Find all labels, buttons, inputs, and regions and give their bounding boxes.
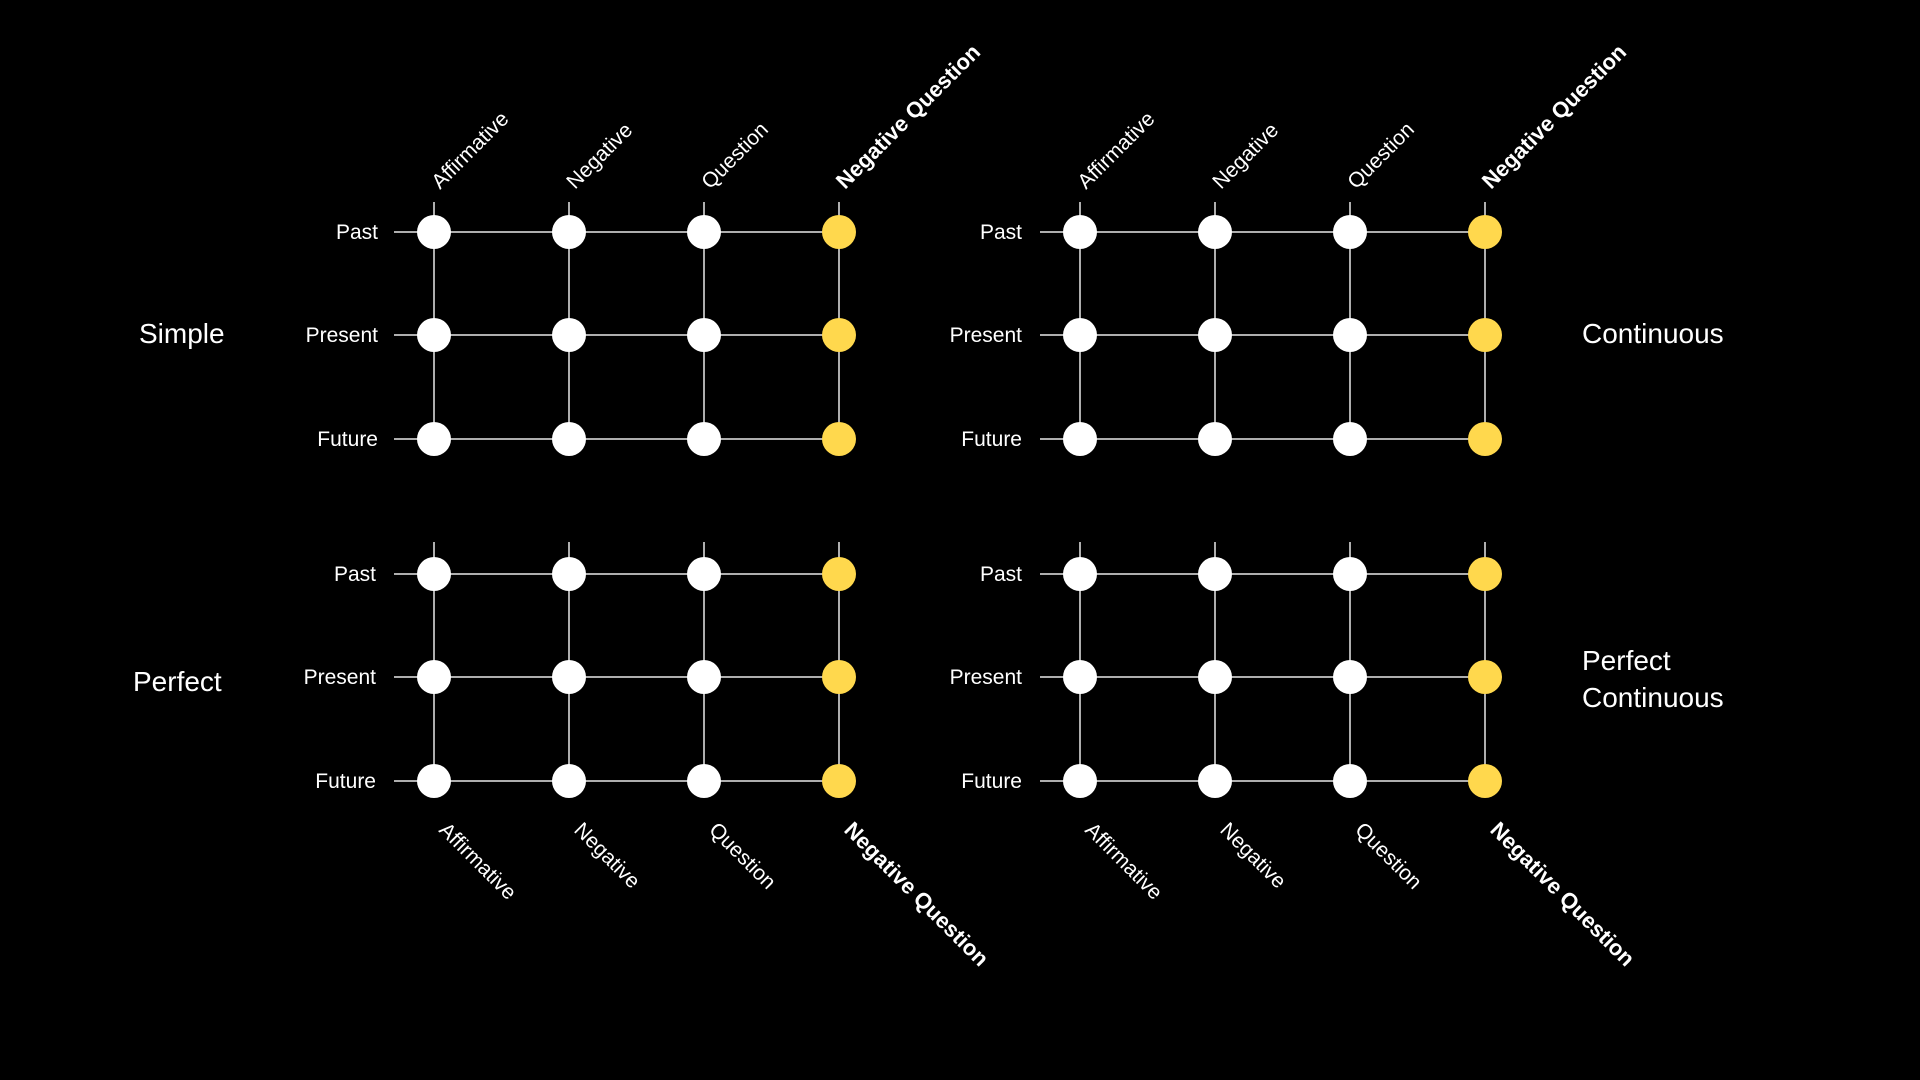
node-past-negative [552, 215, 586, 249]
node-present-negative-question [1468, 660, 1502, 694]
node-present-negative [1198, 660, 1232, 694]
column-label-question: Question [697, 118, 773, 194]
node-past-negative-question [1468, 215, 1502, 249]
column-label-negative-question: Negative Question [831, 39, 985, 193]
node-past-affirmative [1063, 557, 1097, 591]
node-present-negative-question [822, 318, 856, 352]
column-label-negative: Negative [1215, 818, 1290, 893]
node-present-negative [552, 318, 586, 352]
column-label-negative: Negative [1208, 119, 1283, 194]
node-present-affirmative [417, 318, 451, 352]
node-present-negative [552, 660, 586, 694]
node-future-negative-question [822, 764, 856, 798]
node-past-affirmative [417, 557, 451, 591]
node-future-negative [1198, 764, 1232, 798]
node-future-question [1333, 422, 1367, 456]
node-past-affirmative [1063, 215, 1097, 249]
row-label-future: Future [317, 428, 378, 451]
row-label-future: Future [315, 770, 376, 793]
node-future-question [1333, 764, 1367, 798]
column-label-question: Question [1343, 118, 1419, 194]
row-label-past: Past [980, 563, 1022, 586]
node-past-affirmative [417, 215, 451, 249]
row-label-present: Present [950, 666, 1023, 689]
row-label-future: Future [961, 428, 1022, 451]
node-future-negative [552, 764, 586, 798]
node-present-negative-question [1468, 318, 1502, 352]
node-present-affirmative [417, 660, 451, 694]
column-label-affirmative: Affirmative [434, 818, 520, 904]
node-future-affirmative [417, 764, 451, 798]
group-label-perfect: Perfect [133, 666, 222, 697]
node-past-negative-question [822, 557, 856, 591]
node-future-negative-question [1468, 764, 1502, 798]
panel-continuous: Past Present Future Affirmative Negative Ques… [950, 39, 1724, 456]
node-present-negative-question [822, 660, 856, 694]
column-label-affirmative: Affirmative [1073, 107, 1159, 193]
column-label-affirmative: Affirmative [427, 107, 513, 193]
node-past-negative [552, 557, 586, 591]
row-label-present: Present [304, 666, 377, 689]
panel-perfect-continuous: Past Present Future Affirmative Negative Ques… [950, 542, 1724, 971]
node-present-question [687, 318, 721, 352]
node-future-question [687, 764, 721, 798]
node-past-question [1333, 557, 1367, 591]
node-past-negative [1198, 557, 1232, 591]
column-label-question: Question [704, 818, 780, 894]
node-past-negative-question [822, 215, 856, 249]
node-past-negative [1198, 215, 1232, 249]
node-future-negative [552, 422, 586, 456]
group-label-continuous: Continuous [1582, 318, 1724, 349]
node-past-question [687, 557, 721, 591]
group-label-simple: Simple [139, 318, 225, 349]
node-future-negative-question [822, 422, 856, 456]
row-label-present: Present [950, 324, 1023, 347]
row-label-past: Past [336, 221, 378, 244]
node-future-question [687, 422, 721, 456]
node-future-affirmative [1063, 422, 1097, 456]
node-future-negative [1198, 422, 1232, 456]
row-label-past: Past [334, 563, 376, 586]
row-label-present: Present [306, 324, 379, 347]
node-past-question [1333, 215, 1367, 249]
row-label-future: Future [961, 770, 1022, 793]
node-future-negative-question [1468, 422, 1502, 456]
column-label-affirmative: Affirmative [1080, 818, 1166, 904]
column-label-question: Question [1350, 818, 1426, 894]
node-past-negative-question [1468, 557, 1502, 591]
node-past-question [687, 215, 721, 249]
column-label-negative-question: Negative Question [1485, 817, 1639, 971]
node-future-affirmative [1063, 764, 1097, 798]
node-present-affirmative [1063, 318, 1097, 352]
panel-perfect: Past Present Future Affirmative Negative Ques… [133, 542, 994, 971]
node-future-affirmative [417, 422, 451, 456]
node-present-negative [1198, 318, 1232, 352]
column-label-negative: Negative [569, 818, 644, 893]
node-present-question [1333, 660, 1367, 694]
node-present-question [1333, 318, 1367, 352]
panel-simple: Past Present Future Affirmative Negative Ques… [139, 39, 985, 456]
node-present-affirmative [1063, 660, 1097, 694]
group-label-perfect-continuous: Perfect Continuous [1582, 645, 1724, 713]
row-label-past: Past [980, 221, 1022, 244]
column-label-negative-question: Negative Question [839, 817, 993, 971]
node-present-question [687, 660, 721, 694]
column-label-negative-question: Negative Question [1477, 39, 1631, 193]
column-label-negative: Negative [562, 119, 637, 194]
